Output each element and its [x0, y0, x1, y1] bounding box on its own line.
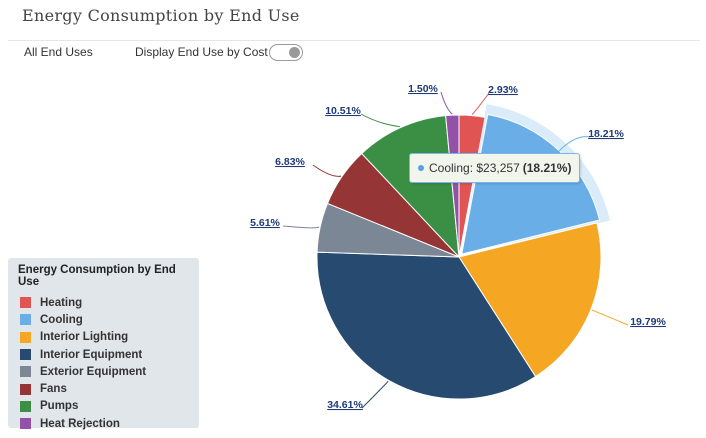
legend-item-pumps[interactable]: Pumps: [18, 398, 189, 415]
legend-item-cooling[interactable]: Cooling: [18, 311, 189, 328]
data-label-interior-lighting[interactable]: 19.79%: [630, 316, 666, 328]
legend-title: Energy Consumption by End Use: [18, 264, 176, 288]
legend-label: Fans: [40, 383, 67, 396]
chart-legend: Energy Consumption by End Use Heating Coo…: [8, 258, 199, 430]
legend-swatch: [20, 383, 31, 395]
data-label-interior-equipment[interactable]: 34.61%: [327, 399, 363, 411]
pie-slice-interior-equipment[interactable]: [316, 251, 537, 400]
connector-fans: [312, 164, 342, 177]
legend-swatch: [20, 418, 31, 430]
data-label-heat-rejection[interactable]: 1.50%: [408, 83, 438, 95]
legend-swatch: [20, 331, 31, 343]
tooltip-percent: (18.21%): [522, 161, 572, 175]
pie-slice-pumps[interactable]: [361, 115, 460, 259]
header-divider: [8, 40, 700, 41]
pie-slice-interior-lighting[interactable]: [458, 222, 602, 378]
data-label-pumps[interactable]: 10.51%: [325, 105, 361, 117]
chart-tooltip: Cooling: $23,257 (18.21%): [409, 153, 580, 183]
legend-item-interior-lighting[interactable]: Interior Lighting: [18, 329, 189, 346]
legend-swatch: [20, 366, 31, 378]
legend-label: Heat Rejection: [40, 417, 120, 430]
legend-item-heat-rejection[interactable]: Heat Rejection: [18, 415, 189, 432]
cost-toggle[interactable]: [269, 44, 303, 61]
connector-exterior-equipment: [282, 225, 320, 229]
connector-pumps: [360, 113, 401, 128]
legend-label: Interior Equipment: [40, 348, 143, 361]
toggle-knob: [289, 47, 300, 58]
tooltip-series: Cooling: [429, 161, 470, 175]
data-label-fans[interactable]: 6.83%: [275, 156, 305, 168]
legend-swatch: [20, 400, 31, 412]
connector-cooling: [556, 136, 591, 154]
data-label-cooling[interactable]: 18.21%: [588, 128, 624, 140]
legend-label: Pumps: [40, 400, 79, 413]
connector-interior-lighting: [591, 309, 629, 326]
legend-label: Interior Lighting: [40, 331, 129, 344]
legend-item-exterior-equipment[interactable]: Exterior Equipment: [18, 363, 189, 380]
connector-heat-rejection: [440, 91, 453, 115]
legend-swatch: [20, 297, 31, 309]
end-use-filter[interactable]: All End Uses: [24, 45, 93, 59]
legend-item-interior-equipment[interactable]: Interior Equipment: [18, 346, 189, 363]
data-label-exterior-equipment[interactable]: 5.61%: [250, 217, 280, 229]
cost-toggle-label: Display End Use by Cost: [135, 45, 268, 59]
page-title: Energy Consumption by End Use: [22, 6, 300, 25]
data-label-heating[interactable]: 2.93%: [488, 84, 518, 96]
connector-interior-equipment: [361, 380, 389, 409]
pie-slice-heat-rejection[interactable]: [445, 114, 460, 258]
legend-swatch: [20, 349, 31, 361]
legend-item-fans[interactable]: Fans: [18, 380, 189, 397]
legend-label: Exterior Equipment: [40, 365, 147, 378]
tooltip-value: $23,257: [476, 161, 520, 175]
legend-label: Cooling: [40, 313, 83, 326]
legend-swatch: [20, 314, 31, 326]
connector-heating: [471, 92, 490, 115]
tooltip-series-dot: [418, 165, 424, 171]
legend-item-heating[interactable]: Heating: [18, 294, 189, 311]
legend-label: Heating: [40, 296, 83, 309]
